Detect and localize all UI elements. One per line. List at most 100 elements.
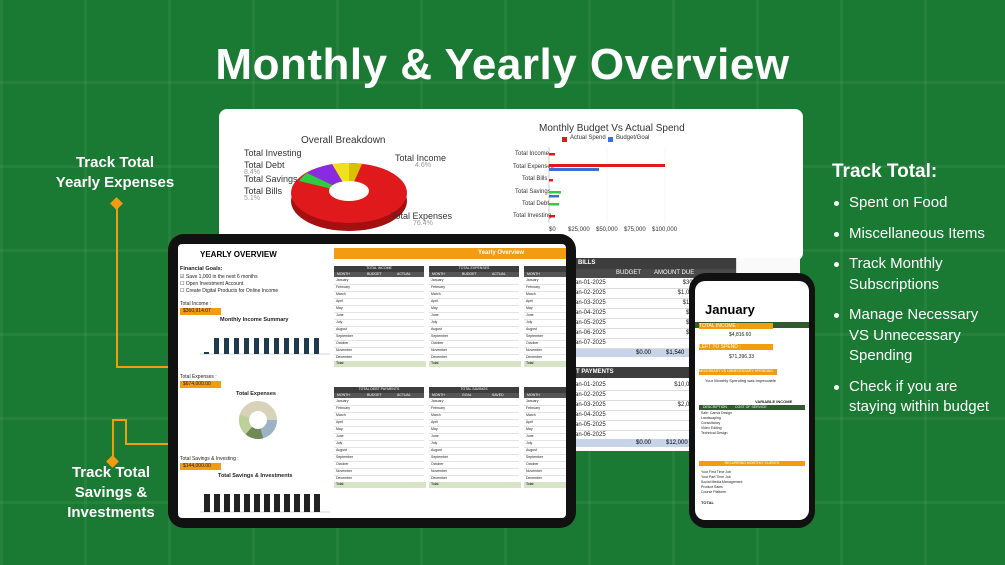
phone-row: Landscaping: [701, 416, 721, 420]
table-month: August: [526, 448, 537, 452]
table-row: [429, 305, 519, 313]
table-header: [524, 266, 566, 272]
breakdown-label: Total Expenses: [391, 211, 453, 221]
debt-header: T PAYMENTS: [576, 369, 614, 375]
feature-item: Spent on Food: [832, 193, 1002, 214]
table-month: January: [431, 399, 444, 403]
table-month: December: [526, 476, 543, 480]
table-month: September: [336, 334, 354, 338]
table-row: [334, 468, 424, 476]
table-month: April: [526, 420, 534, 424]
table-month: May: [526, 306, 533, 310]
table-month: March: [526, 413, 536, 417]
recurring-header: RECURRING MONTHLY CLIENTS: [699, 461, 805, 466]
table-month: May: [336, 427, 343, 431]
table-month: July: [431, 441, 438, 445]
goal-item[interactable]: ☐ Create Digital Products for Online Inc…: [180, 288, 279, 294]
table-month: May: [431, 427, 438, 431]
table-month: December: [336, 476, 353, 480]
table-total: Total: [334, 361, 426, 367]
table-month: August: [431, 448, 442, 452]
table-row: [334, 284, 424, 292]
table-header: TOTAL EXPENSES: [429, 266, 519, 272]
table-month: June: [526, 313, 534, 317]
table-month: March: [526, 292, 536, 296]
phone-row: Consultancy: [701, 421, 721, 425]
table-month: April: [336, 299, 344, 303]
table-col-bar: [334, 393, 424, 398]
table-row: [524, 405, 566, 413]
table-row: [524, 319, 566, 327]
debt-row: [568, 400, 736, 411]
table-col: MONTH: [337, 272, 350, 276]
table-col-bar: [429, 393, 519, 398]
table-row: [334, 447, 424, 455]
axis-tick: $25,000: [568, 227, 590, 233]
table-row: [524, 440, 566, 448]
table-row: [429, 312, 519, 320]
yearly-heading: YEARLY OVERVIEW: [200, 250, 277, 259]
table-month: June: [336, 313, 344, 317]
bill-date: Jan-06-2025: [572, 330, 606, 336]
table-month: August: [526, 327, 537, 331]
label-yearly-expenses: Track Total Yearly Expenses: [50, 153, 180, 193]
table-col: ACTUAL: [492, 272, 506, 276]
table-month: October: [336, 462, 349, 466]
debt-amount: $2,000: [677, 402, 696, 408]
feature-item: Track Monthly Subscriptions: [832, 254, 1002, 295]
table-row: [524, 461, 566, 469]
bill-row: [568, 298, 736, 309]
bills-total: $0.00: [636, 350, 652, 356]
table-row: [334, 426, 424, 434]
bar-category: Total Savings: [515, 189, 551, 195]
table-row: [429, 284, 519, 292]
overall-breakdown-title: Overall Breakdown: [301, 135, 386, 146]
table-row: [334, 419, 424, 427]
table-row: [524, 312, 566, 320]
financial-goals: Financial Goals:: [180, 266, 223, 272]
debt-total-due: $12,000: [666, 440, 688, 446]
bar-category: Total Bills: [522, 176, 548, 182]
table-month: January: [336, 278, 349, 282]
phone-left-value: $71,396.33: [729, 354, 755, 360]
bill-amount: $1,000: [677, 290, 696, 296]
bill-row: [568, 318, 736, 329]
client-row: Social Media Management: [701, 480, 743, 484]
table-row: [429, 340, 519, 348]
tablet-device: YEARLY OVERVIEW Yearly Overview Financia…: [168, 234, 576, 528]
table-month: June: [336, 434, 344, 438]
breakdown-pct: 76.4%: [413, 220, 433, 227]
table-month: February: [336, 285, 351, 289]
table-month: August: [336, 327, 347, 331]
table-col: ACTUAL: [397, 393, 411, 397]
label-line: Track Total: [71, 464, 151, 481]
table-row: [524, 277, 566, 285]
table-month: June: [526, 434, 534, 438]
label-line: Track Total: [75, 154, 155, 171]
phone-col: COST OF SERVICE: [735, 405, 767, 409]
table-row: [429, 405, 519, 413]
total-income-label: Total Income :: [180, 301, 212, 307]
total-income-value: $360,914.07: [180, 308, 221, 315]
phone-income-label: TOTAL INCOME :: [699, 323, 773, 329]
table-row: [429, 326, 519, 334]
table-header: TOTAL SAVINGS: [429, 387, 519, 393]
table-month: April: [431, 420, 439, 424]
goal-item[interactable]: ☑ Save 1,000 in the next 6 months: [180, 274, 258, 280]
table-month: November: [431, 348, 448, 352]
table-row: [524, 347, 566, 355]
table-row: [334, 340, 424, 348]
income-chart-title: Monthly Income Summary: [220, 317, 289, 323]
table-row: [429, 461, 519, 469]
table-row: [334, 412, 424, 420]
table-month: July: [526, 441, 533, 445]
bar-category: Total Income: [515, 151, 550, 157]
bill-row: [568, 288, 736, 299]
table-month: April: [336, 420, 344, 424]
goal-item[interactable]: ☐ Open Investment Account: [180, 281, 244, 287]
table-row: [334, 305, 424, 313]
table-total: Total: [429, 361, 521, 367]
table-row: [524, 291, 566, 299]
savings-chart-title: Total Savings & Investments: [218, 473, 293, 479]
total-expenses-label: Total Expenses :: [180, 374, 217, 380]
